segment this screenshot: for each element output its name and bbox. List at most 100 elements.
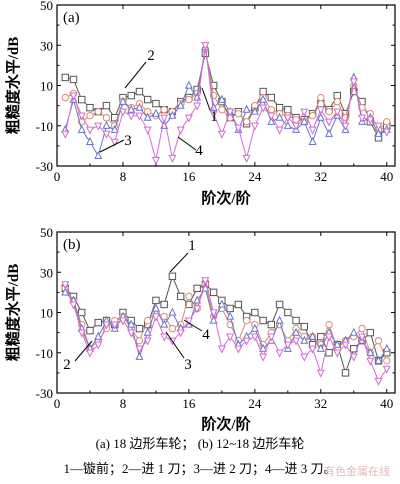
chart0-series-0-point-3 (86, 103, 94, 112)
chart0-series-2-point-8 (127, 104, 136, 113)
chart1-series-0-point-29 (300, 322, 309, 331)
chart0-series-2-point-38 (374, 128, 383, 137)
chart1-series-2-point-0 (61, 287, 70, 296)
chart1-series-0-point-34 (341, 369, 350, 377)
chart0-series-2-point-2 (77, 124, 86, 133)
chart1-series-3-point-14 (176, 329, 185, 338)
chart0-series-3-point-3 (85, 126, 94, 135)
chart1-series-3-point-12 (160, 333, 169, 342)
chart1-series-1-point-22 (242, 316, 251, 325)
chart1-series-3-point-11 (151, 313, 160, 322)
chart0-series-2-point-26 (275, 112, 284, 121)
chart1-series-3-point-8 (127, 329, 136, 338)
chart1-series-3-point-28 (292, 337, 301, 346)
chart0-series-0-point-25 (267, 93, 276, 102)
chart1-series-2-point-13 (168, 307, 177, 316)
chart1-panel-label: (b) (63, 237, 81, 253)
chart0-series-0-point-27 (284, 105, 292, 114)
chart0-series-3-point-23 (250, 122, 259, 131)
chart1-series-3-point-25 (267, 333, 276, 342)
chart1: 0 8 16 24 32 40 -30 -10 10 30 50 (b) 阶次/阶 粗糙度水平/dB 1 2 3… (4, 225, 396, 433)
chart1-series-2-point-28 (292, 327, 301, 336)
chart1-xtick-label-2: 16 (182, 396, 196, 411)
chart0-series-3-point-4 (94, 122, 103, 131)
chart0-series-3-point-30 (308, 126, 317, 135)
chart0-series-1-point-12 (160, 105, 168, 114)
chart0-series-3-line (64, 45, 388, 161)
chart0-annotation-2: 3 (124, 133, 132, 149)
caption-panels: (a) 18 边形车轮； (b) 12~18 边形车轮 (95, 436, 305, 451)
chart0-series-3-point-5 (102, 130, 111, 139)
chart0-series-3-point-31 (316, 106, 325, 115)
chart0-series-3-point-14 (176, 126, 185, 135)
chart0-xtick-label-0: 0 (54, 169, 61, 184)
chart0-series-0-point-2 (78, 95, 86, 104)
chart0-series-2-point-14 (176, 100, 185, 109)
chart1-series-1-point-36 (358, 324, 366, 333)
chart0-series-0-point-1 (69, 75, 78, 84)
chart0-series-2-point-3 (85, 136, 94, 145)
chart0-series-3-point-9 (135, 112, 144, 121)
chart0-series-3-point-11 (151, 156, 160, 165)
chart0-series-1-point-33 (333, 97, 341, 106)
chart1-xtick-label-0: 0 (54, 396, 61, 411)
chart0-series-3-point-39 (382, 128, 391, 137)
chart1-annotation-leader-1 (74, 340, 93, 362)
chart1-ylabel: 粗糙度水平/dB (4, 264, 22, 362)
chart1-annotation-2: 3 (184, 357, 192, 373)
chart0-annotation-0: 1 (210, 109, 218, 125)
chart1-series-3-point-36 (358, 333, 367, 342)
chart0-annotation-3: 4 (195, 143, 203, 159)
chart1-xtick-label-4: 32 (314, 396, 327, 411)
chart1-annotation-leader-2 (165, 331, 185, 359)
chart0-annotation-1: 2 (147, 48, 155, 64)
caption-legend: 1—镟前；2—进 1 刀；3—进 2 刀；4—进 3 刀。 (63, 461, 337, 476)
chart1-series-2-point-35 (349, 327, 358, 336)
chart1-series-3-point-22 (242, 337, 251, 346)
chart1-series-3-point-18 (209, 309, 218, 318)
chart0-series-2-point-4 (94, 151, 103, 160)
chart1-series-2-point-39 (382, 343, 391, 352)
chart1-series-2-point-20 (226, 311, 235, 320)
chart1-series-0-point-13 (168, 272, 177, 280)
chart0: 0 8 16 24 32 40 -30 -10 10 30 50 (a) 阶次/阶 粗糙度水平/dB 1 2 3… (4, 0, 396, 207)
chart0-series-2-point-11 (151, 108, 160, 117)
chart1-series-0-point-28 (292, 316, 300, 325)
chart1-series-2-point-26 (275, 315, 284, 324)
chart0-series-1-point-32 (325, 107, 333, 116)
watermark: 有色金属在线 (324, 465, 390, 478)
chart0-series-3-point-35 (349, 78, 358, 87)
chart1-series-0-point-12 (160, 300, 168, 309)
chart1-series-0-point-15 (185, 300, 193, 309)
chart0-series-3-point-34 (341, 122, 350, 131)
chart1-series-3-point-1 (69, 301, 78, 310)
chart0-xtick-label-1: 8 (120, 169, 127, 184)
chart1-series-0-point-9 (135, 324, 144, 333)
chart1-xtick-label-1: 8 (120, 396, 127, 411)
chart1-series-3-point-6 (110, 321, 119, 330)
chart1-series-3-point-0 (61, 281, 70, 290)
chart1-series-0-point-32 (325, 349, 333, 357)
chart1-series-3-point-34 (341, 341, 350, 350)
chart0-series-2-point-13 (168, 110, 177, 119)
chart0-series-3-point-19 (217, 130, 226, 139)
chart1-series-3-point-16 (193, 305, 202, 314)
chart1-series-2-point-33 (333, 339, 342, 348)
chart0-series-1-point-5 (102, 114, 111, 122)
chart0-series-1-point-30 (308, 111, 317, 120)
chart1-series-3-point-35 (349, 353, 358, 362)
chart0-series-3-point-26 (275, 126, 284, 135)
chart0-series-3-point-1 (69, 92, 78, 101)
chart1-series-1-point-13 (168, 324, 177, 333)
chart0-series-2-point-27 (283, 120, 292, 129)
chart1-series-2-point-24 (259, 343, 268, 352)
chart0-series-2-point-10 (143, 112, 152, 121)
chart1-series-2-point-4 (94, 331, 103, 340)
chart1-series-3-point-9 (135, 345, 144, 354)
chart0-series-2-point-24 (259, 94, 268, 103)
chart1-series-2-point-9 (135, 351, 144, 360)
chart1-series-0-point-11 (152, 296, 160, 305)
chart0-series-3-point-36 (358, 114, 367, 123)
chart1-series-1-point-9 (135, 336, 144, 345)
